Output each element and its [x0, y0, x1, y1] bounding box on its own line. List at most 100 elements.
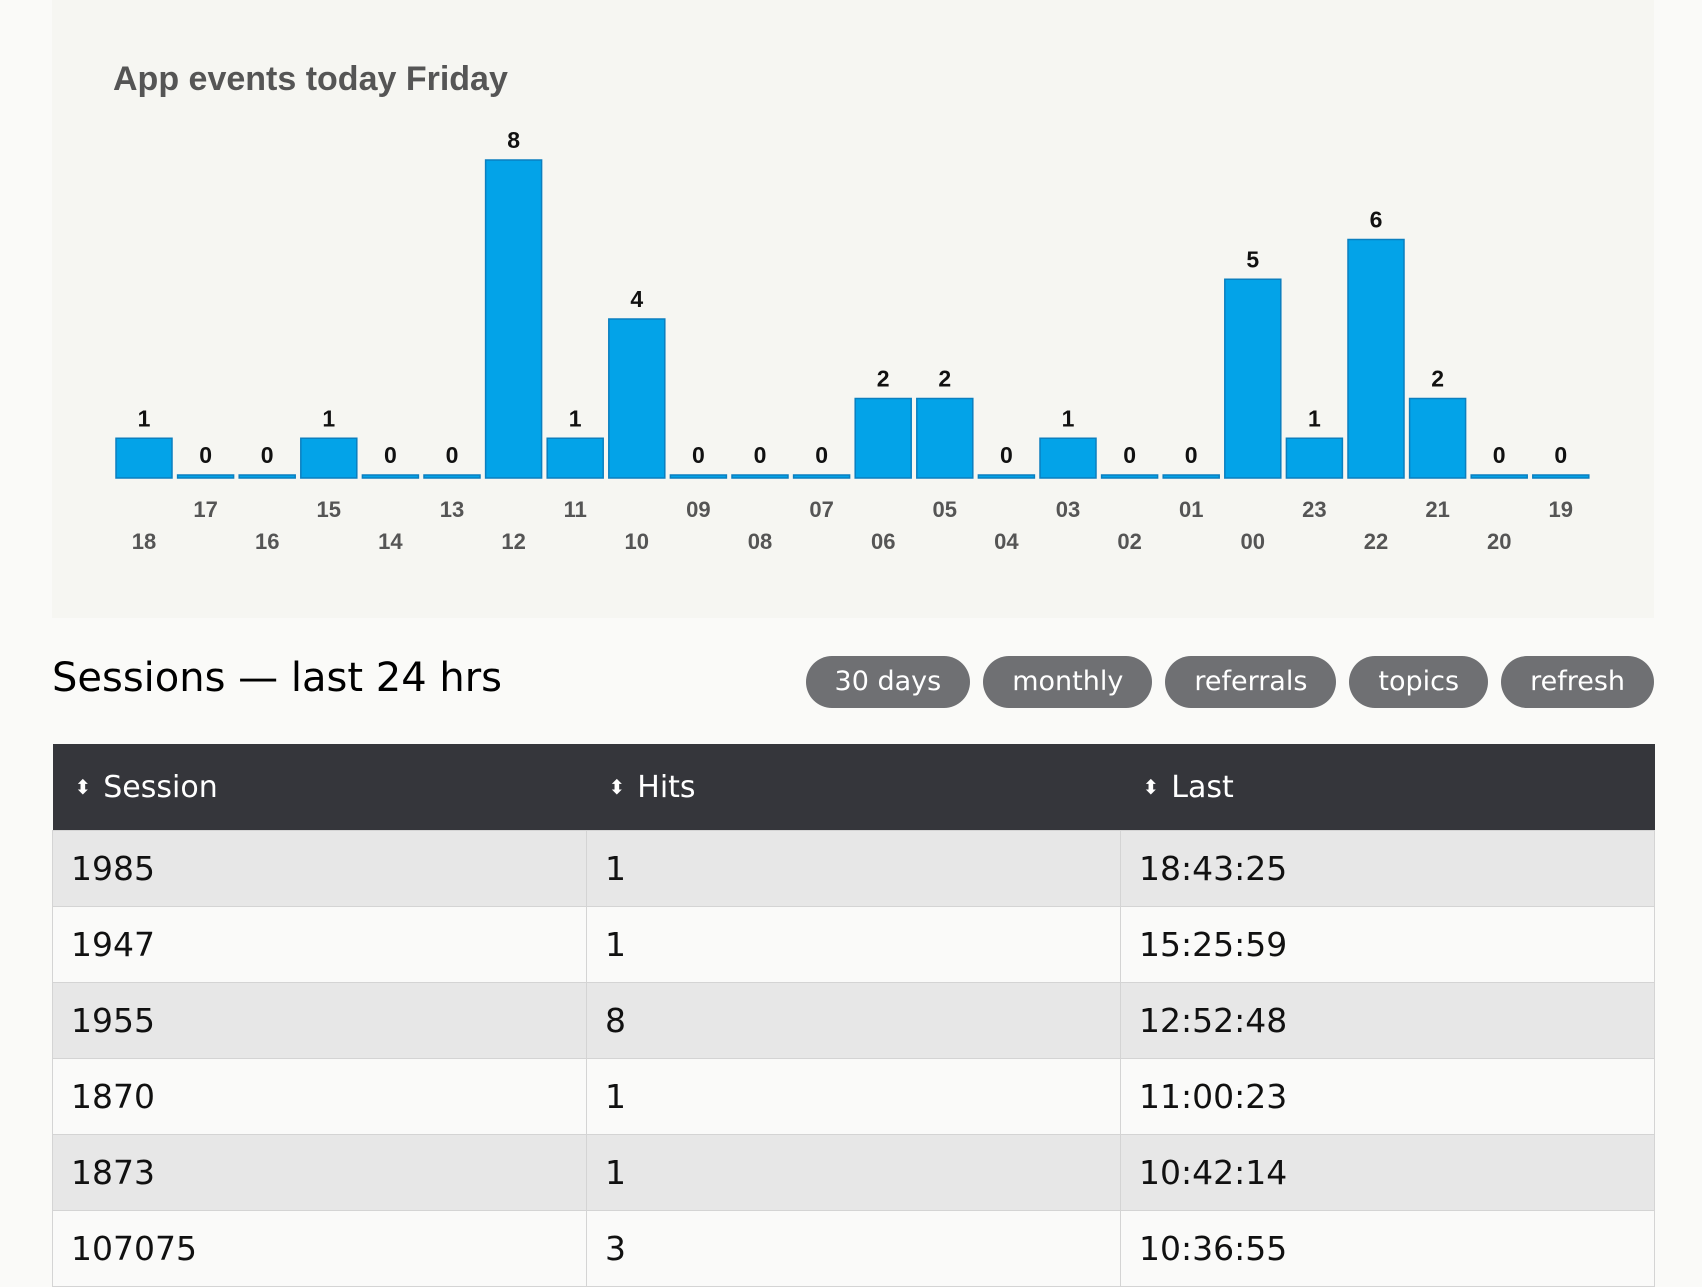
- bar-05[interactable]: [916, 397, 974, 479]
- x-tick-label: 08: [748, 529, 772, 554]
- x-tick-label: 19: [1549, 497, 1573, 522]
- bar-value-label: 0: [1000, 442, 1013, 468]
- bar-19[interactable]: [1532, 474, 1590, 479]
- session-cell: 1985: [52, 830, 587, 907]
- topics-button[interactable]: topics: [1349, 656, 1489, 708]
- bar-06[interactable]: [854, 397, 912, 479]
- table-row[interactable]: 1985 1 18:43:25: [52, 830, 1655, 907]
- bar-value-label: 1: [322, 405, 335, 431]
- bar-11[interactable]: [546, 437, 604, 479]
- last-cell: 15:25:59: [1120, 906, 1655, 983]
- table-row[interactable]: 1870 1 11:00:23: [52, 1058, 1655, 1135]
- bar-23[interactable]: [1285, 437, 1344, 479]
- session-cell: 1955: [52, 982, 587, 1059]
- bar-22[interactable]: [1347, 238, 1405, 479]
- sort-updown-icon: ⬍: [74, 774, 92, 799]
- x-tick-label: 11: [564, 497, 587, 522]
- x-tick-label: 15: [317, 497, 341, 522]
- bar-value-label: 0: [1185, 442, 1198, 468]
- bar-value-label: 0: [692, 442, 705, 468]
- last-cell: 11:00:23: [1120, 1058, 1655, 1135]
- bar-value-label: 8: [507, 127, 520, 153]
- bar-value-label: 4: [630, 286, 643, 312]
- bar-04[interactable]: [977, 474, 1036, 479]
- bar-value-label: 0: [815, 442, 828, 468]
- bar-00[interactable]: [1224, 278, 1282, 479]
- bar-value-label: 0: [1554, 442, 1567, 468]
- bar-20[interactable]: [1470, 474, 1528, 479]
- 30-days-button[interactable]: 30 days: [805, 656, 971, 708]
- x-tick-label: 07: [809, 497, 833, 522]
- bar-value-label: 0: [384, 442, 397, 468]
- column-header-session[interactable]: ⬍ Session: [52, 744, 587, 831]
- range-button-group: 30 days monthly referrals topics refresh: [805, 656, 1654, 708]
- x-tick-label: 16: [255, 529, 279, 554]
- x-tick-label: 23: [1302, 497, 1326, 522]
- hits-cell: 3: [586, 1210, 1121, 1287]
- bar-value-label: 6: [1370, 207, 1383, 233]
- table-row[interactable]: 1873 1 10:42:14: [52, 1134, 1655, 1211]
- bar-18[interactable]: [115, 437, 173, 479]
- bar-value-label: 1: [1062, 405, 1075, 431]
- bar-value-label: 0: [1123, 442, 1136, 468]
- bar-16[interactable]: [238, 474, 296, 479]
- table-row[interactable]: 1947 1 15:25:59: [52, 906, 1655, 983]
- bar-17[interactable]: [176, 474, 235, 479]
- session-cell: 1870: [52, 1058, 587, 1135]
- bar-14[interactable]: [361, 474, 420, 479]
- bar-08[interactable]: [731, 474, 789, 479]
- column-header-label: Last: [1171, 769, 1234, 805]
- bar-value-label: 1: [569, 405, 582, 431]
- table-row[interactable]: 1955 8 12:52:48: [52, 982, 1655, 1059]
- x-tick-label: 18: [132, 529, 156, 554]
- bar-09[interactable]: [669, 474, 728, 479]
- bar-13[interactable]: [423, 474, 481, 479]
- x-tick-label: 09: [686, 497, 710, 522]
- session-cell: 1947: [52, 906, 587, 983]
- monthly-button[interactable]: monthly: [983, 656, 1153, 708]
- bar-15[interactable]: [300, 437, 358, 479]
- column-header-label: Session: [103, 769, 218, 805]
- sessions-table: ⬍ Session ⬍ Hits ⬍ Last 1985 1 18:43:25 194…: [52, 744, 1655, 1287]
- hits-cell: 1: [586, 830, 1121, 907]
- hits-cell: 1: [586, 1058, 1121, 1135]
- bar-07[interactable]: [792, 474, 851, 479]
- table-row[interactable]: 107075 3 10:36:55: [52, 1210, 1655, 1287]
- bar-value-label: 2: [938, 366, 951, 392]
- x-tick-label: 21: [1425, 497, 1449, 522]
- x-tick-label: 13: [440, 497, 464, 522]
- bar-01[interactable]: [1162, 474, 1220, 479]
- hits-cell: 1: [586, 1134, 1121, 1211]
- x-tick-label: 20: [1487, 529, 1511, 554]
- bar-02[interactable]: [1100, 474, 1159, 479]
- bar-value-label: 1: [1308, 405, 1321, 431]
- x-tick-label: 03: [1056, 497, 1080, 522]
- bar-21[interactable]: [1408, 397, 1467, 479]
- bar-value-label: 2: [877, 366, 890, 392]
- refresh-button[interactable]: refresh: [1501, 656, 1654, 708]
- last-cell: 12:52:48: [1120, 982, 1655, 1059]
- x-tick-label: 17: [193, 497, 217, 522]
- x-tick-label: 12: [501, 529, 525, 554]
- x-tick-label: 06: [871, 529, 895, 554]
- x-tick-label: 14: [378, 529, 403, 554]
- bar-value-label: 0: [1493, 442, 1506, 468]
- referrals-button[interactable]: referrals: [1165, 656, 1337, 708]
- x-tick-label: 01: [1179, 497, 1203, 522]
- bars-group: 1180170161150140138121114100090080072062…: [115, 127, 1590, 554]
- column-header-hits[interactable]: ⬍ Hits: [586, 744, 1121, 831]
- x-tick-label: 05: [933, 497, 957, 522]
- chart-title: App events today Friday: [113, 60, 508, 98]
- x-tick-label: 02: [1117, 529, 1141, 554]
- bar-03[interactable]: [1039, 437, 1097, 479]
- sessions-header: Sessions — last 24 hrs 30 days monthly r…: [52, 648, 1654, 710]
- last-cell: 10:42:14: [1120, 1134, 1655, 1211]
- column-header-last[interactable]: ⬍ Last: [1120, 744, 1655, 831]
- bar-value-label: 2: [1431, 366, 1444, 392]
- column-header-label: Hits: [637, 769, 696, 805]
- bar-12[interactable]: [484, 159, 543, 479]
- bar-10[interactable]: [608, 318, 666, 479]
- x-tick-label: 00: [1241, 529, 1265, 554]
- last-cell: 10:36:55: [1120, 1210, 1655, 1287]
- bar-value-label: 1: [138, 405, 151, 431]
